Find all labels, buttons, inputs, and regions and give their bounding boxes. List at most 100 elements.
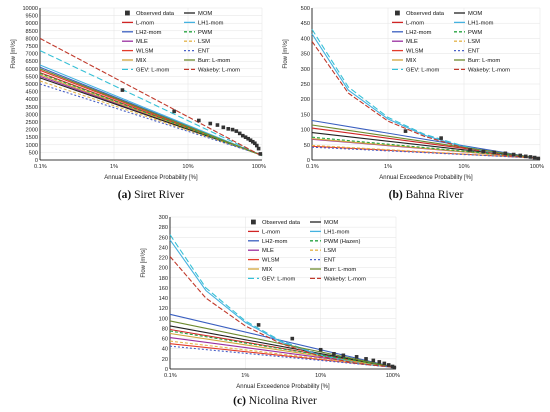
observed-point [392, 365, 397, 370]
observed-point [341, 353, 346, 358]
legend-label: Wakeby: L-mom [468, 67, 510, 73]
y-tick-label: 240 [159, 245, 168, 251]
caption-tag: (b) [389, 189, 403, 201]
observed-point [246, 136, 250, 141]
legend-label: ENT [468, 49, 480, 55]
series-line-ent [169, 345, 397, 369]
observed-point [536, 156, 541, 161]
series-line-lsm [169, 340, 397, 369]
y-tick-label: 300 [159, 215, 168, 221]
x-tick-label: 10% [315, 373, 326, 379]
y-tick-label: 6000 [26, 67, 38, 73]
series-lines [39, 37, 263, 157]
y-tick-label: 5500 [26, 74, 38, 80]
x-tick-label: 10% [182, 164, 193, 170]
series-line-mom [169, 325, 397, 369]
legend-label: Observed data [406, 11, 445, 17]
y-tick-label: 100 [159, 316, 168, 322]
y-tick-label: 200 [159, 266, 168, 272]
y-tick-label: 40 [162, 347, 168, 353]
series-line-lh1-mom [311, 33, 541, 160]
legend-label: LH1-mom [324, 229, 350, 235]
legend-label: MLE [406, 39, 418, 45]
series-lines [311, 29, 541, 160]
legend-label: LH2-mom [136, 30, 162, 36]
observed-point [221, 125, 226, 130]
y-tick-label: 6500 [26, 59, 38, 65]
x-tick-label: 0.1% [34, 164, 47, 170]
observed-point [382, 361, 387, 366]
y-tick-label: 500 [301, 6, 310, 12]
legend-label: Burr: L-mom [468, 58, 500, 64]
y-tick-label: 80 [162, 326, 168, 332]
y-tick-label: 0 [35, 158, 38, 164]
observed-point [248, 138, 253, 143]
y-tick-label: 280 [159, 225, 168, 231]
legend-label: LSM [468, 39, 480, 45]
observed-point [377, 360, 382, 364]
y-tick-label: 3000 [26, 112, 38, 118]
gridlines [311, 7, 541, 161]
y-tick-label: 4000 [26, 97, 38, 103]
legend: Observed data L-mom LH2-mom MLE WLSM MIX GEV: … [122, 10, 240, 73]
y-tick-label: 100 [301, 128, 310, 134]
legend-marker [125, 10, 130, 16]
y-tick-label: 350 [301, 52, 310, 58]
observed-point [518, 153, 523, 158]
legend-label: L-mom [136, 20, 154, 26]
observed-point [532, 155, 537, 160]
gridlines [39, 7, 263, 161]
legend-label: PWM (Hazen) [324, 239, 360, 245]
observed-point [237, 131, 242, 136]
observed-point [290, 336, 295, 341]
observed-point [254, 143, 259, 148]
x-axis-label: Annual Exceedence Probability [%] [379, 175, 473, 181]
series-line-pwm [39, 72, 263, 156]
legend-label: WLSM [136, 49, 154, 55]
y-tick-label: 9500 [26, 14, 38, 20]
legend-label: PWM [468, 30, 482, 36]
legend-label: MIX [262, 267, 272, 273]
y-tick-label: 1000 [26, 143, 38, 149]
legend-label: MOM [198, 11, 212, 17]
observed-point [386, 363, 391, 367]
x-tick-label: 1% [110, 164, 118, 170]
observed-point [258, 152, 263, 156]
y-tick-label: 10000 [22, 6, 38, 12]
y-tick-label: 0 [307, 158, 310, 164]
x-tick-label: 100% [252, 164, 266, 170]
legend-marker [395, 10, 400, 16]
panel-caption: (c) Nicolina River [233, 395, 317, 407]
series-line-burr-l-mom [311, 124, 541, 160]
x-axis-label: Annual Exceedence Probability [%] [104, 175, 198, 181]
y-tick-label: 1500 [26, 135, 38, 141]
y-axis-label: Flow [m³/s] [141, 248, 147, 278]
observed-point [364, 357, 368, 361]
series-line-burr-l-mom [169, 320, 397, 369]
legend-label: ENT [324, 258, 336, 264]
series-line-burr-l-mom [39, 68, 263, 156]
legend-label: MLE [262, 248, 274, 254]
x-tick-label: 1% [384, 164, 392, 170]
observed-point [250, 139, 255, 144]
y-tick-label: 160 [159, 286, 168, 292]
panel-caption: (b) Bahna River [389, 189, 464, 201]
observed-points [120, 88, 263, 156]
legend-label: MIX [406, 58, 416, 64]
observed-point [256, 323, 261, 327]
series-line-lh2-mom [169, 313, 397, 369]
legend-label: L-mom [406, 20, 424, 26]
y-tick-label: 7000 [26, 52, 38, 58]
series-line-wakeby-l-mom [39, 37, 263, 157]
y-tick-label: 7500 [26, 44, 38, 50]
x-tick-label: 1% [241, 373, 249, 379]
series-line-wakeby-l-mom [311, 41, 541, 160]
caption-title: Bahna River [403, 189, 464, 201]
legend-label: GEV: L-mom [262, 276, 295, 282]
y-tick-label: 400 [301, 36, 310, 42]
y-axis-label: Flow [m³/s] [283, 39, 289, 69]
observed-points [403, 129, 541, 161]
legend-label: MLE [136, 39, 148, 45]
y-tick-label: 140 [159, 296, 168, 302]
